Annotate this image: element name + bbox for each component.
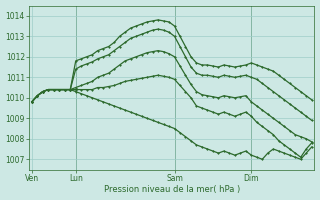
X-axis label: Pression niveau de la mer( hPa ): Pression niveau de la mer( hPa ) — [104, 185, 240, 194]
